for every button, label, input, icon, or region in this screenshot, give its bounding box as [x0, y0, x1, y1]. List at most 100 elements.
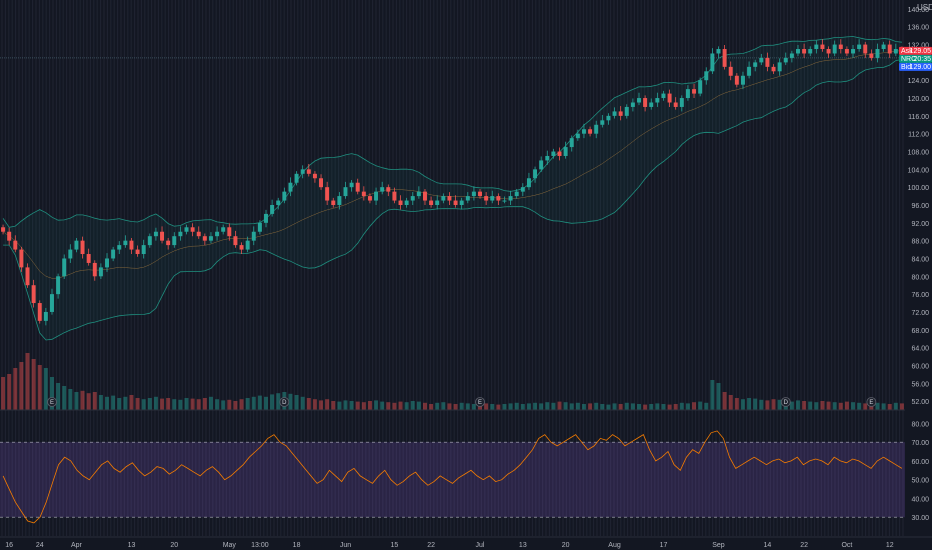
time-tick-label: 15 [391, 542, 399, 549]
candle-body [74, 240, 79, 250]
price-tick-label: 92.00 [911, 221, 929, 228]
volume-bar [404, 402, 409, 410]
volume-bar [624, 402, 629, 410]
volume-bar [429, 404, 434, 410]
time-tick-label: Jun [340, 542, 351, 549]
time-tick-label: 16 [5, 542, 13, 549]
volume-bar [19, 362, 24, 410]
quote-tag-value: 129.00 [910, 64, 932, 71]
volume-bar [526, 403, 531, 410]
quote-tag-value: 129.05 [910, 48, 932, 55]
candle-body [331, 200, 336, 205]
candle-body [19, 249, 24, 268]
time-axis[interactable]: 16 24 Apr 13 20 May 13:00 18 Jun 15 22 Jul 13 20 Aug 17… [0, 536, 932, 549]
volume-bar [196, 399, 201, 410]
volume-bar [594, 402, 599, 410]
time-tick-label: Aug [608, 542, 621, 549]
candle-body [361, 191, 366, 197]
candle-body [814, 44, 819, 50]
candle-body [288, 182, 293, 192]
candle-body [319, 178, 324, 188]
candle-body [753, 62, 758, 67]
volume-bar [416, 401, 421, 410]
volume-bar [245, 398, 250, 410]
time-tick-label: 12 [886, 542, 894, 549]
volume-bar [740, 399, 745, 410]
candle-body [575, 133, 580, 139]
volume-bar [685, 403, 690, 410]
event-marker[interactable] [475, 397, 485, 407]
rsi-pane[interactable] [0, 430, 905, 524]
volume-bar [478, 404, 483, 410]
event-marker[interactable] [279, 397, 290, 407]
candle-body [404, 200, 409, 205]
volume-bar [31, 359, 36, 410]
candle-body [863, 44, 868, 54]
candle-body [698, 80, 703, 94]
volume-bar [331, 401, 336, 410]
candle-body [441, 196, 446, 201]
candle-body [661, 93, 666, 99]
candle-body [239, 245, 244, 250]
event-marker[interactable] [866, 397, 877, 407]
candle-body [453, 200, 458, 205]
candle-body [111, 249, 116, 259]
candle-body [484, 196, 489, 201]
candle-body [612, 111, 617, 116]
candle-body [264, 213, 268, 223]
volume-bar [98, 395, 103, 410]
price-tick-label: 84.00 [911, 256, 929, 263]
event-marker[interactable] [47, 397, 57, 407]
candle-body [722, 49, 727, 67]
candle-body [569, 138, 574, 148]
candle-body [502, 200, 507, 202]
candle-body [710, 53, 715, 72]
candle-body [337, 196, 342, 205]
candle-body [478, 191, 483, 197]
quote-tag [899, 62, 932, 71]
candle-body [202, 236, 207, 241]
volume-bar [875, 402, 880, 410]
candle-body [7, 231, 12, 241]
volume-bar [166, 398, 171, 410]
rsi-axis[interactable]: 30.00 40.00 50.00 60.00 70.00 80.00 [911, 421, 929, 522]
price-tick-label: 72.00 [911, 310, 929, 317]
volume-bar [288, 393, 293, 410]
volume-bar [13, 368, 18, 410]
volume-bar [111, 395, 116, 410]
candle-body [465, 196, 470, 201]
volume-bar [25, 353, 30, 410]
candle-body [740, 75, 745, 85]
candle-body [545, 155, 550, 161]
candle-body [416, 191, 421, 197]
candle-body [796, 49, 800, 54]
candle-body [490, 196, 495, 201]
price-tick-label: 136.00 [908, 25, 930, 32]
candle-body [80, 240, 85, 255]
volume-bar [881, 403, 886, 410]
price-tick-label: 132.00 [908, 43, 930, 50]
candle-body [692, 89, 697, 94]
volume-bar [471, 404, 476, 410]
event-marker[interactable] [780, 397, 791, 407]
volume-bar [7, 374, 12, 410]
volume-bar [129, 395, 134, 410]
volume-bar [747, 398, 752, 410]
volume-bar [496, 404, 501, 410]
volume-bar [832, 402, 837, 410]
volume-bar [704, 402, 709, 410]
candle-body [233, 236, 238, 246]
bollinger-band-fill [3, 36, 902, 340]
volume-bar [465, 403, 470, 410]
rsi-zone-fill [0, 442, 905, 518]
candle-body [153, 231, 158, 237]
candle-body [447, 196, 452, 201]
candle-body [37, 303, 42, 321]
candle-body [25, 267, 30, 286]
candle-body [392, 191, 397, 201]
event-marker-label: D [282, 400, 287, 406]
event-marker-label: E [478, 400, 482, 406]
